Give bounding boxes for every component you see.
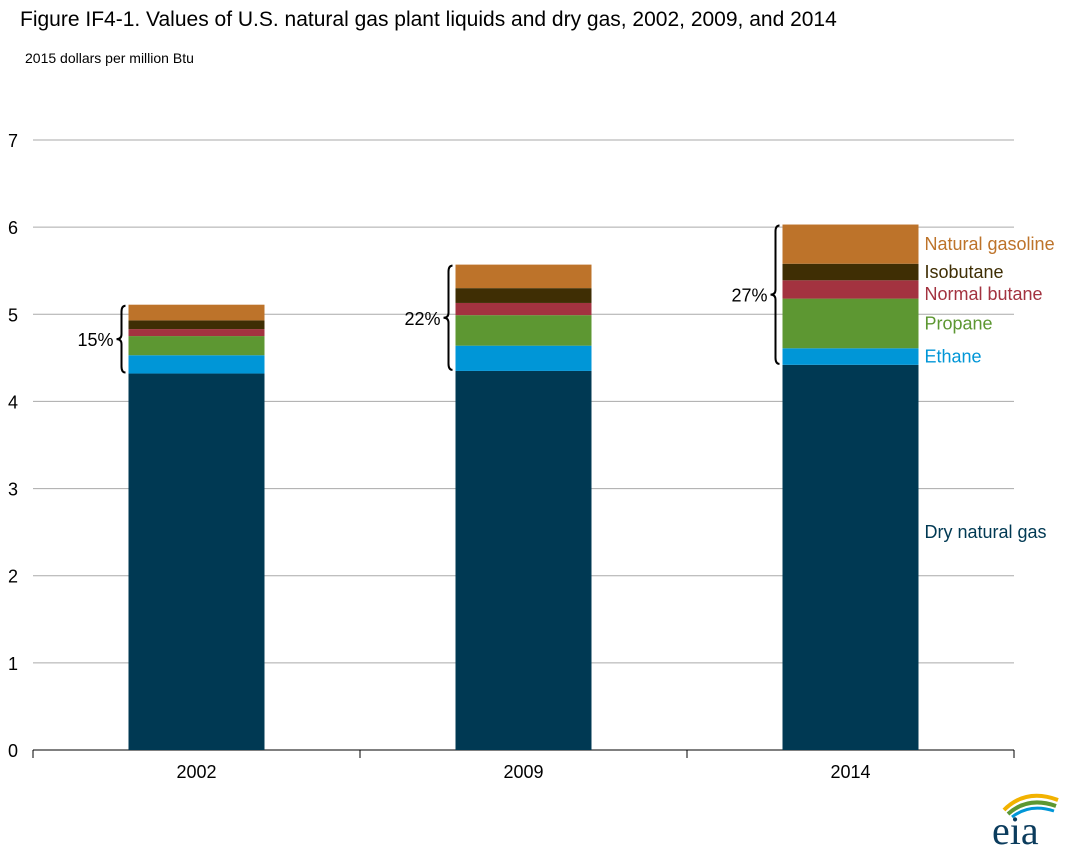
bar-segment-normal-butane (128, 329, 265, 337)
legend-label-isobutane: Isobutane (925, 262, 1004, 282)
share-brace (116, 304, 126, 374)
bar-segment-natural-gasoline (782, 224, 919, 264)
bar-segment-isobutane (128, 320, 265, 330)
bar-segment-ethane (782, 348, 919, 365)
bar-segment-propane (455, 315, 592, 346)
legend-label-normal-butane: Normal butane (925, 284, 1043, 304)
bar-segment-natural-gasoline (455, 264, 592, 289)
share-brace (443, 264, 453, 371)
chart-title: Figure IF4-1. Values of U.S. natural gas… (20, 8, 837, 31)
bar-segment-natural-gasoline (128, 304, 265, 321)
x-tick-label: 2002 (176, 762, 216, 782)
chart-subtitle: 2015 dollars per million Btu (25, 50, 194, 66)
legend-label-natural-gasoline: Natural gasoline (925, 234, 1055, 254)
bar-segment-isobutane (455, 288, 592, 303)
bar-segment-ethane (455, 345, 592, 371)
eia-logo-icon: eia (992, 793, 1059, 853)
y-tick-label: 5 (8, 305, 18, 325)
y-tick-label: 6 (8, 218, 18, 238)
bar-segment-propane (782, 298, 919, 349)
y-tick-label: 0 (8, 741, 18, 761)
share-percent-label: 27% (731, 286, 767, 306)
eia-logo-text: eia (992, 808, 1039, 846)
bar-segment-dry-natural-gas (128, 373, 265, 750)
share-brace (770, 224, 780, 365)
legend-label-propane: Propane (925, 313, 993, 333)
y-tick-label: 2 (8, 567, 18, 587)
bar-segment-isobutane (782, 263, 919, 281)
bar-segment-normal-butane (782, 280, 919, 299)
y-tick-label: 7 (8, 131, 18, 151)
y-tick-label: 4 (8, 392, 18, 412)
x-tick-label: 2014 (830, 762, 870, 782)
share-percent-label: 15% (77, 330, 113, 350)
bar-segment-normal-butane (455, 302, 592, 316)
eia-logo: eia (990, 790, 1062, 853)
bar-segment-dry-natural-gas (455, 370, 592, 750)
bar-segment-dry-natural-gas (782, 364, 919, 750)
legend-label-dry-natural-gas: Dry natural gas (925, 522, 1047, 542)
y-tick-label: 3 (8, 480, 18, 500)
y-tick-label: 1 (8, 654, 18, 674)
x-tick-label: 2009 (503, 762, 543, 782)
bar-segment-ethane (128, 355, 265, 374)
bar-segment-propane (128, 336, 265, 356)
legend-label-ethane: Ethane (925, 347, 982, 367)
share-percent-label: 22% (404, 309, 440, 329)
